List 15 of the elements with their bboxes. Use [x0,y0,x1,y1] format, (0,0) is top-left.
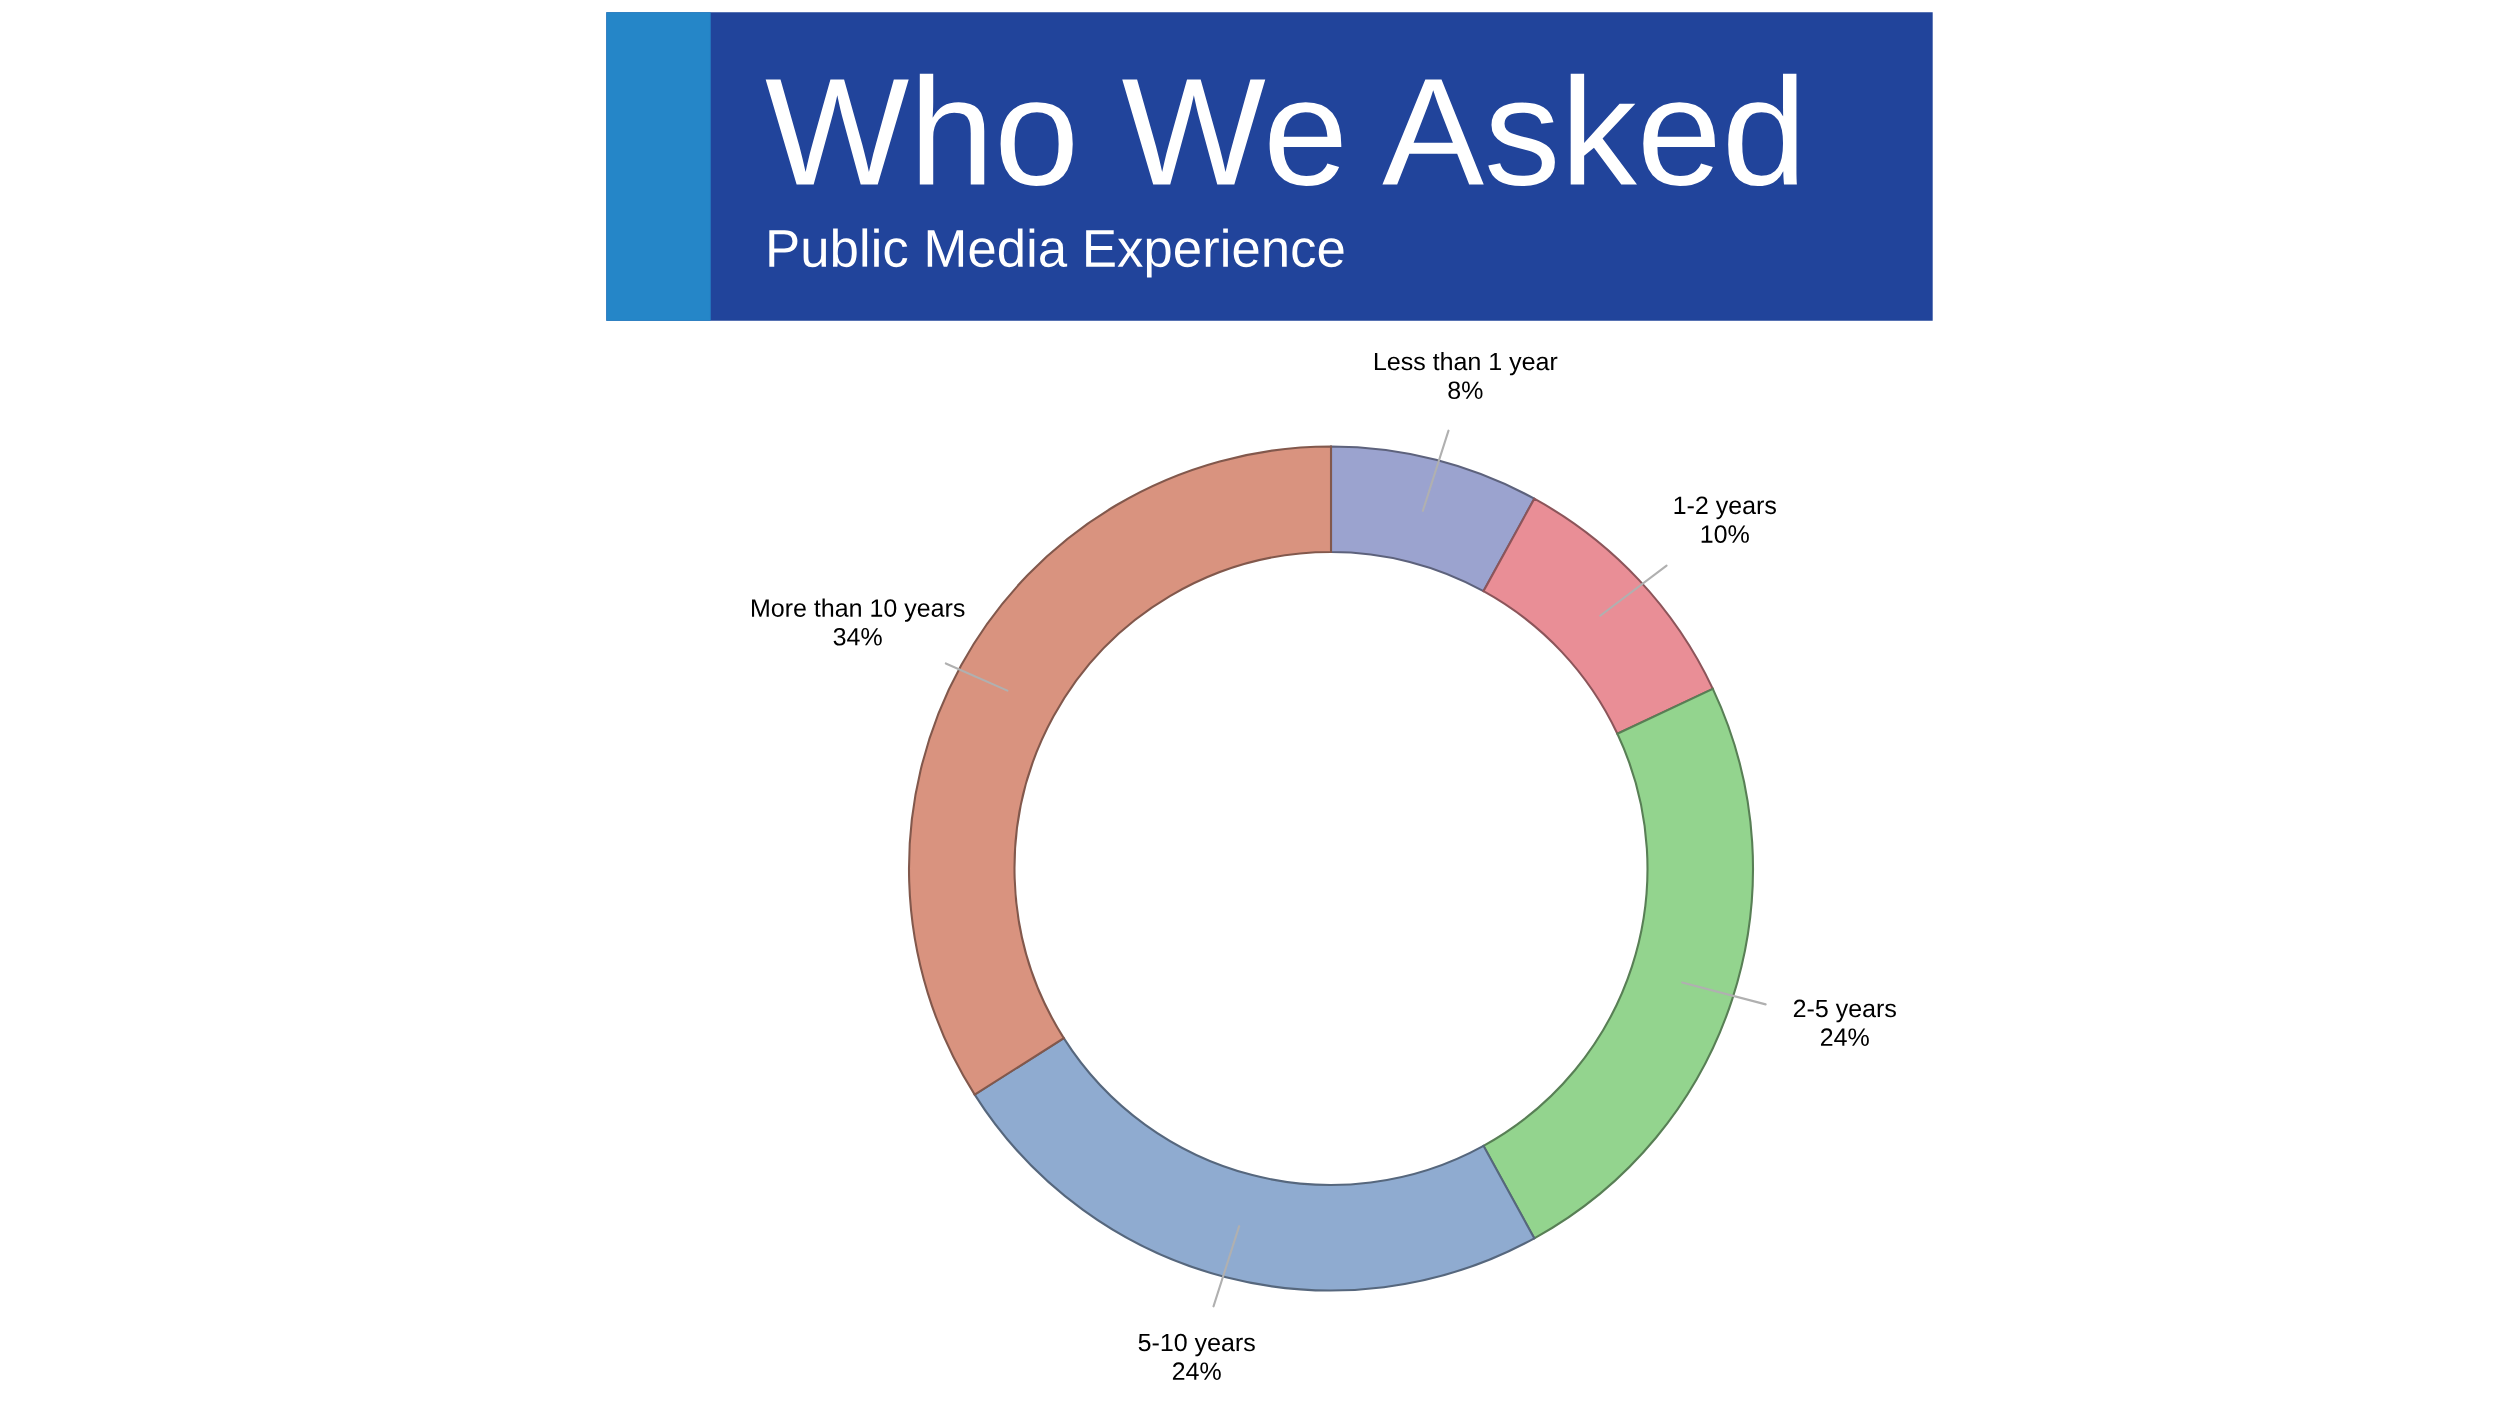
chart-title: Who We Asked [765,73,1797,187]
donut-slice [1482,687,1755,1240]
slice-label: 1-2 years [1674,496,1776,520]
donut-slice [973,1037,1536,1292]
donut-slice [1329,445,1536,593]
data-label: 24% [1172,1362,1221,1380]
data-label: 24% [1820,1028,1869,1046]
data-label: 10% [1701,525,1749,543]
slice-label: More than 10 years [752,598,965,622]
chart-subtitle: Public Media Experience [769,228,1344,278]
data-label: 34% [833,627,882,646]
data-label: 8% [1448,381,1483,400]
slice-label: Less than 1 year [1374,351,1558,376]
slice-label: 2-5 years [1793,999,1896,1023]
slice-label: 5-10 years [1138,1333,1255,1357]
